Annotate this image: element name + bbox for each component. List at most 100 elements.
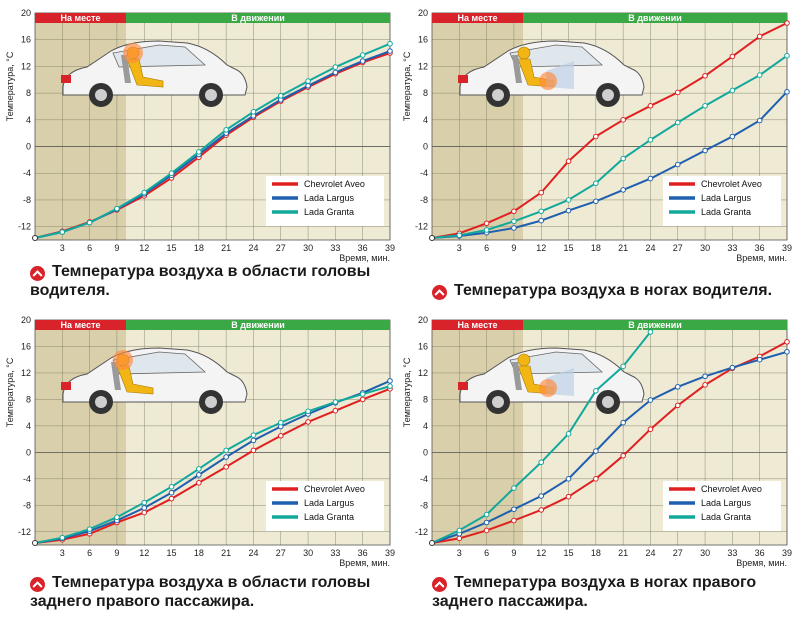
phase-driving-bar bbox=[126, 13, 391, 23]
start-point bbox=[429, 234, 435, 241]
x-tick-label: 3 bbox=[457, 243, 462, 253]
y-tick-label: 16 bbox=[418, 35, 428, 45]
x-tick-label: 39 bbox=[385, 548, 395, 558]
x-axis-title: Время, мин. bbox=[736, 253, 787, 263]
chevron-up-circle-icon bbox=[30, 266, 45, 281]
x-tick-label: 9 bbox=[114, 548, 119, 558]
phase-driving-label: В движении bbox=[231, 13, 285, 23]
x-tick-label: 39 bbox=[782, 243, 792, 253]
y-tick-label: -12 bbox=[415, 222, 428, 232]
data-point bbox=[86, 526, 93, 532]
chart-panel-1: На месте В движении -12 -8 -4 0 4 8 12 16 20 3 6 9 12 1… bbox=[0, 0, 402, 315]
series-line-lada-largus bbox=[431, 350, 788, 544]
legend-label: Lada Granta bbox=[304, 207, 354, 217]
data-point bbox=[456, 535, 463, 542]
data-point bbox=[511, 485, 517, 491]
data-point bbox=[305, 419, 311, 425]
x-tick-label: 33 bbox=[727, 243, 737, 253]
data-point bbox=[250, 447, 257, 454]
start-point bbox=[429, 540, 435, 547]
x-tick-label: 21 bbox=[618, 548, 628, 558]
data-point bbox=[114, 205, 120, 212]
data-point bbox=[565, 158, 572, 165]
data-point bbox=[756, 356, 763, 363]
series-line-chevrolet-aveo bbox=[431, 22, 788, 239]
x-tick-label: 24 bbox=[645, 548, 655, 558]
data-point bbox=[387, 40, 393, 47]
x-tick-label: 36 bbox=[358, 548, 368, 558]
legend: Chevrolet Aveo Lada Largus Lada Granta bbox=[266, 481, 384, 531]
legend-label: Lada Granta bbox=[701, 207, 751, 217]
data-point bbox=[647, 103, 654, 109]
y-tick-label: 12 bbox=[21, 61, 31, 71]
data-point bbox=[168, 489, 175, 496]
y-tick-label: -4 bbox=[420, 474, 428, 484]
y-tick-label: 8 bbox=[423, 88, 428, 98]
legend-label: Chevrolet Aveo bbox=[304, 179, 365, 189]
data-point bbox=[250, 109, 257, 115]
x-tick-label: 18 bbox=[194, 243, 204, 253]
data-point bbox=[359, 396, 366, 403]
x-tick-label: 6 bbox=[484, 243, 489, 253]
y-tick-label: 4 bbox=[26, 421, 31, 431]
data-point bbox=[168, 483, 175, 490]
data-point bbox=[565, 493, 572, 500]
x-tick-label: 15 bbox=[564, 548, 574, 558]
data-point bbox=[511, 225, 517, 231]
y-tick-label: 20 bbox=[21, 8, 31, 18]
car-cutaway-icon bbox=[61, 347, 248, 414]
y-tick-label: 20 bbox=[418, 315, 428, 325]
chevron-up-circle-icon bbox=[432, 577, 447, 592]
x-tick-label: 30 bbox=[303, 548, 313, 558]
data-point bbox=[538, 493, 545, 499]
phase-parked-bar bbox=[432, 320, 524, 330]
phase-driving-label: В движении bbox=[231, 320, 285, 330]
data-point bbox=[756, 33, 763, 40]
data-point bbox=[593, 476, 599, 482]
y-tick-label: -12 bbox=[18, 222, 31, 232]
data-point bbox=[387, 48, 393, 54]
data-point bbox=[729, 364, 736, 371]
data-point bbox=[114, 514, 120, 521]
data-point bbox=[647, 329, 654, 335]
y-tick-label: 4 bbox=[423, 421, 428, 431]
y-tick-label: -8 bbox=[23, 500, 31, 510]
data-point bbox=[565, 431, 572, 437]
data-point bbox=[593, 388, 599, 394]
chevron-up-circle-icon bbox=[30, 577, 45, 592]
data-point bbox=[593, 180, 599, 187]
data-point bbox=[538, 459, 545, 466]
data-point bbox=[538, 507, 545, 513]
data-point bbox=[59, 229, 66, 235]
x-tick-label: 27 bbox=[673, 243, 683, 253]
x-axis-title: Время, мин. bbox=[339, 558, 390, 568]
x-axis-title: Время, мин. bbox=[736, 558, 787, 568]
data-point bbox=[620, 452, 626, 459]
series-line-chevrolet-aveo bbox=[34, 387, 391, 544]
data-point bbox=[250, 437, 257, 444]
phase-driving-bar bbox=[126, 320, 391, 330]
y-tick-label: -8 bbox=[420, 500, 428, 510]
y-tick-label: -4 bbox=[23, 168, 31, 178]
y-tick-label: 8 bbox=[423, 394, 428, 404]
data-point bbox=[332, 69, 339, 76]
data-point bbox=[620, 363, 626, 370]
data-point bbox=[277, 419, 284, 426]
data-point bbox=[784, 52, 790, 59]
data-point bbox=[593, 198, 599, 205]
data-point bbox=[674, 402, 681, 409]
data-point bbox=[277, 433, 284, 439]
data-point bbox=[647, 137, 654, 143]
x-tick-label: 12 bbox=[536, 548, 546, 558]
y-tick-label: 12 bbox=[418, 368, 428, 378]
y-tick-label: 4 bbox=[26, 115, 31, 125]
data-point bbox=[387, 378, 393, 384]
y-axis-title: Температура, °C bbox=[402, 51, 412, 121]
legend-label: Lada Largus bbox=[701, 498, 752, 508]
y-tick-label: 0 bbox=[26, 447, 31, 457]
data-point bbox=[756, 117, 763, 124]
data-point bbox=[359, 52, 366, 58]
x-tick-label: 15 bbox=[167, 243, 177, 253]
